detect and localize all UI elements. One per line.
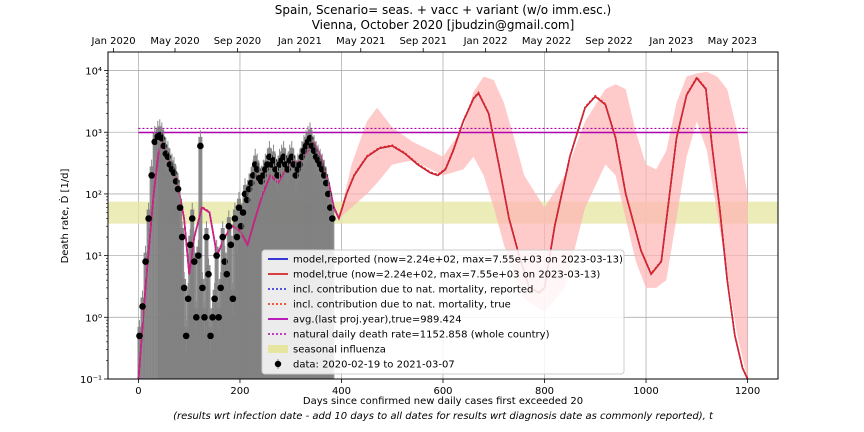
data-point <box>233 233 241 241</box>
data-point <box>231 215 239 222</box>
legend-box <box>261 249 625 375</box>
legend-label: model,reported (now=2.24e+02, max=7.55e+… <box>293 255 623 266</box>
x-tick-label: 800 <box>535 386 554 397</box>
y-tick-label: 10⁴ <box>85 67 102 78</box>
legend-label: incl. contribution due to nat. mortality… <box>293 285 533 296</box>
x-tick-label: 400 <box>332 386 351 397</box>
x-tick-label: 0 <box>135 386 141 397</box>
legend-swatch <box>268 345 288 353</box>
data-point <box>180 284 188 292</box>
legend-swatch <box>274 360 282 368</box>
top-axis-label: Jan 2021 <box>277 36 322 47</box>
data-point <box>184 295 192 303</box>
data-point <box>145 215 152 222</box>
data-point <box>201 314 208 321</box>
legend: model,reported (now=2.24e+02, max=7.55e+… <box>261 249 625 375</box>
data-point <box>207 332 214 340</box>
y-tick-label: 10³ <box>85 128 102 139</box>
top-axis-label: Jan 2020 <box>91 36 136 47</box>
data-point <box>182 332 190 340</box>
y-tick-label: 10⁻¹ <box>80 375 102 386</box>
data-point <box>176 204 184 211</box>
data-point <box>205 270 212 278</box>
data-point <box>197 142 204 150</box>
data-point <box>199 284 206 292</box>
legend-label: avg.(last proj.year),true=989.424 <box>293 315 462 326</box>
data-point <box>203 233 210 241</box>
y-tick-label: 10¹ <box>85 252 102 263</box>
x-tick-label: 1200 <box>735 386 760 397</box>
avg-proj-line-early <box>137 139 340 379</box>
chart-title-line1: Spain, Scenario= seas. + vacc + variant … <box>275 3 611 17</box>
legend-label: incl. contribution due to nat. mortality… <box>293 300 511 311</box>
top-axis-label: Sep 2021 <box>399 36 446 47</box>
chart-title-line2: Vienna, October 2020 [jbudzin@gmail.com] <box>312 18 575 32</box>
legend-label: seasonal influenza <box>293 345 386 356</box>
data-point <box>148 172 155 179</box>
top-axis-label: May 2021 <box>336 36 385 47</box>
y-tick-label: 10² <box>85 190 102 201</box>
data-point <box>225 222 233 230</box>
data-point <box>142 258 149 265</box>
top-axis-label: Jan 2022 <box>463 36 508 47</box>
data-point <box>223 270 231 278</box>
data-point <box>195 252 202 259</box>
data-point <box>217 284 224 292</box>
top-axis-label: May 2022 <box>522 36 571 47</box>
data-point <box>235 204 243 211</box>
uncertainty-band <box>338 71 748 379</box>
y-axis-label: Death rate, Ḋ [1/d] <box>58 168 71 263</box>
top-axis-label: May 2020 <box>150 36 199 47</box>
data-point <box>209 314 216 321</box>
data-point <box>229 295 237 303</box>
top-axis-label: May 2023 <box>708 36 757 47</box>
top-axis-label: Sep 2022 <box>585 36 632 47</box>
x-tick-label: 200 <box>230 386 249 397</box>
data-point <box>215 314 222 321</box>
data-point <box>186 241 194 249</box>
axis-layer: 0 200 400 600 800 1000 1200 10⁻¹ 10⁰ 10¹ 10² 10³ 10⁴… <box>80 36 760 397</box>
legend-label: natural daily death rate=1152.858 (whole… <box>293 330 550 341</box>
y-tick-label: 10⁰ <box>85 313 102 324</box>
top-axis-label: Sep 2020 <box>214 36 261 47</box>
x-axis-label-line2: (results wrt infection date - add 10 day… <box>173 411 714 422</box>
legend-label: model,true (now=2.24e+02, max=7.55e+03 o… <box>293 270 600 281</box>
data-point <box>239 209 247 216</box>
legend-label: data: 2020-02-19 to 2021-03-07 <box>293 360 455 371</box>
x-axis-label-line1: Days since confirmed new daily cases fir… <box>303 396 583 407</box>
data-point <box>213 252 220 259</box>
data-point <box>227 241 235 249</box>
data-point <box>188 215 196 222</box>
data-point <box>193 314 200 321</box>
data-point <box>219 233 227 241</box>
data-point <box>139 303 146 310</box>
data-point <box>190 258 198 265</box>
data-point <box>211 295 218 303</box>
data-point <box>136 332 143 340</box>
data-point <box>329 215 336 222</box>
x-tick-label: 1000 <box>633 386 658 397</box>
data-point <box>178 233 186 241</box>
x-tick-label: 600 <box>433 386 452 397</box>
data-point <box>151 138 158 146</box>
data-point <box>174 185 182 193</box>
top-axis-label: Jan 2023 <box>648 36 693 47</box>
